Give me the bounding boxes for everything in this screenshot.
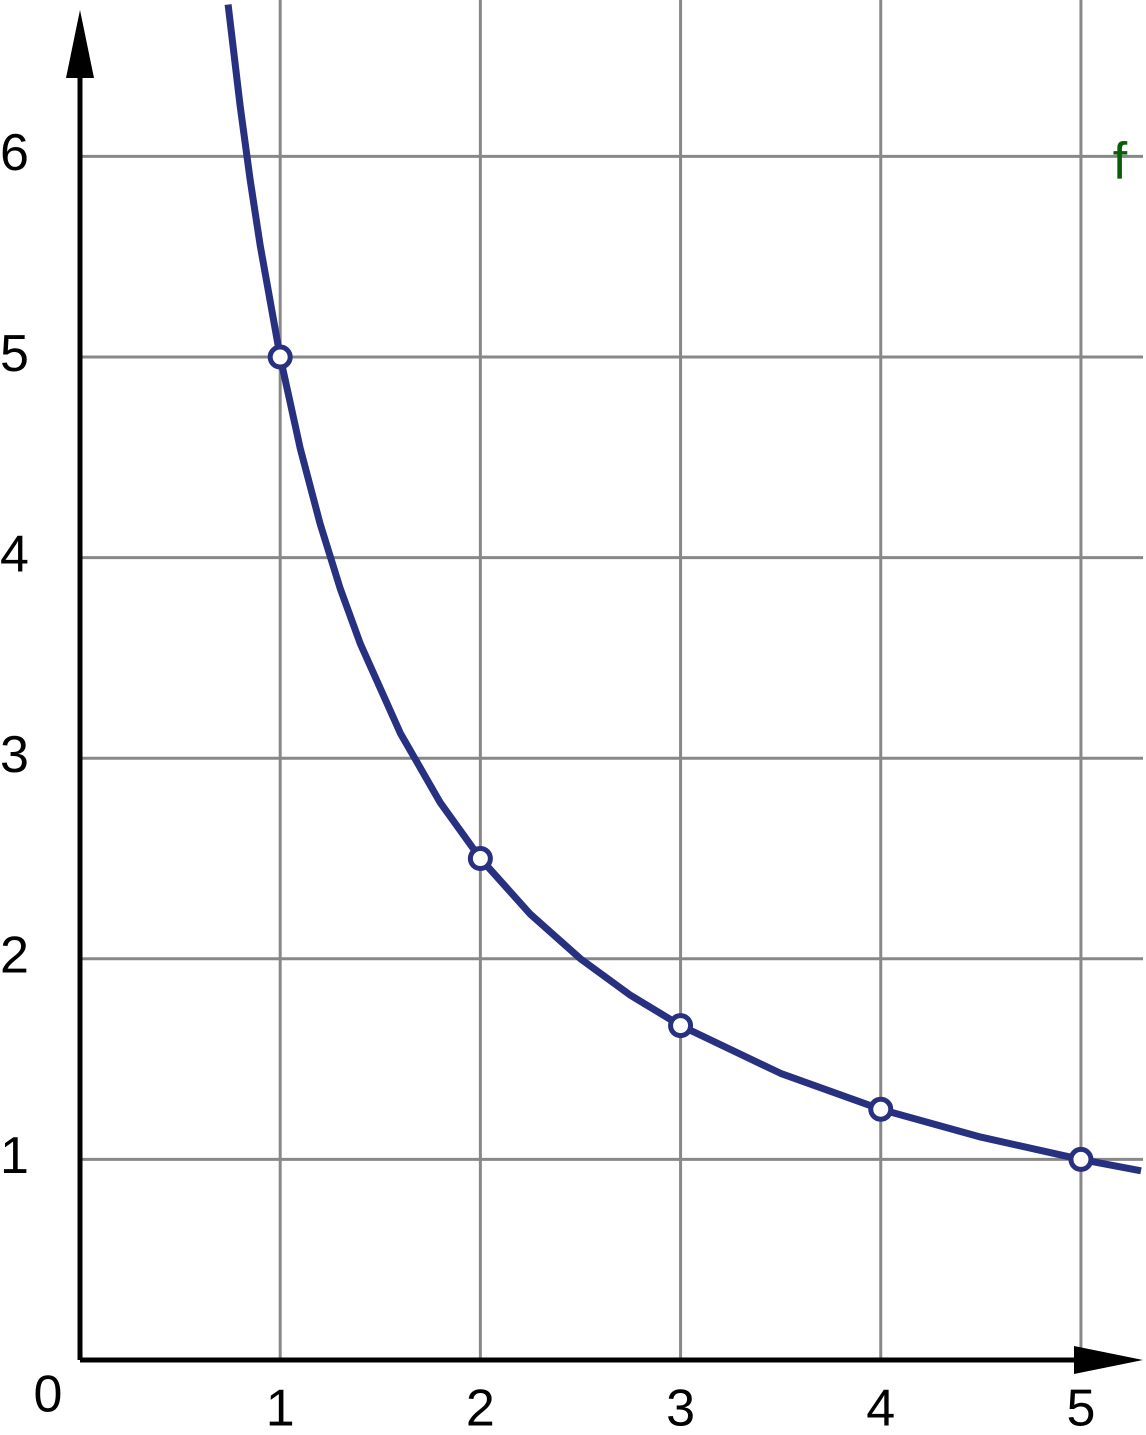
- x-tick-label: 2: [466, 1380, 495, 1435]
- x-tick-label: 4: [866, 1380, 895, 1435]
- y-tick-label: 6: [0, 124, 29, 182]
- x-tick-label: 3: [666, 1380, 695, 1435]
- x-tick-label: 1: [266, 1380, 295, 1435]
- x-tick-label: 5: [1066, 1380, 1095, 1435]
- y-tick-label: 1: [0, 1127, 29, 1185]
- data-point: [467, 846, 493, 872]
- y-tick-label: 2: [0, 927, 29, 985]
- data-point: [668, 1013, 694, 1039]
- data-point: [868, 1096, 894, 1122]
- y-tick-label: 3: [0, 726, 29, 784]
- curve: [224, 4, 1142, 1175]
- series-label: f: [1113, 133, 1128, 191]
- origin-label: 0: [34, 1366, 63, 1424]
- x-axis-arrow: [1074, 1346, 1143, 1374]
- y-axis-arrow: [66, 10, 94, 78]
- data-point: [1068, 1146, 1094, 1172]
- data-point: [267, 344, 293, 370]
- y-tick-label: 5: [0, 325, 29, 383]
- y-tick-label: 4: [0, 525, 29, 583]
